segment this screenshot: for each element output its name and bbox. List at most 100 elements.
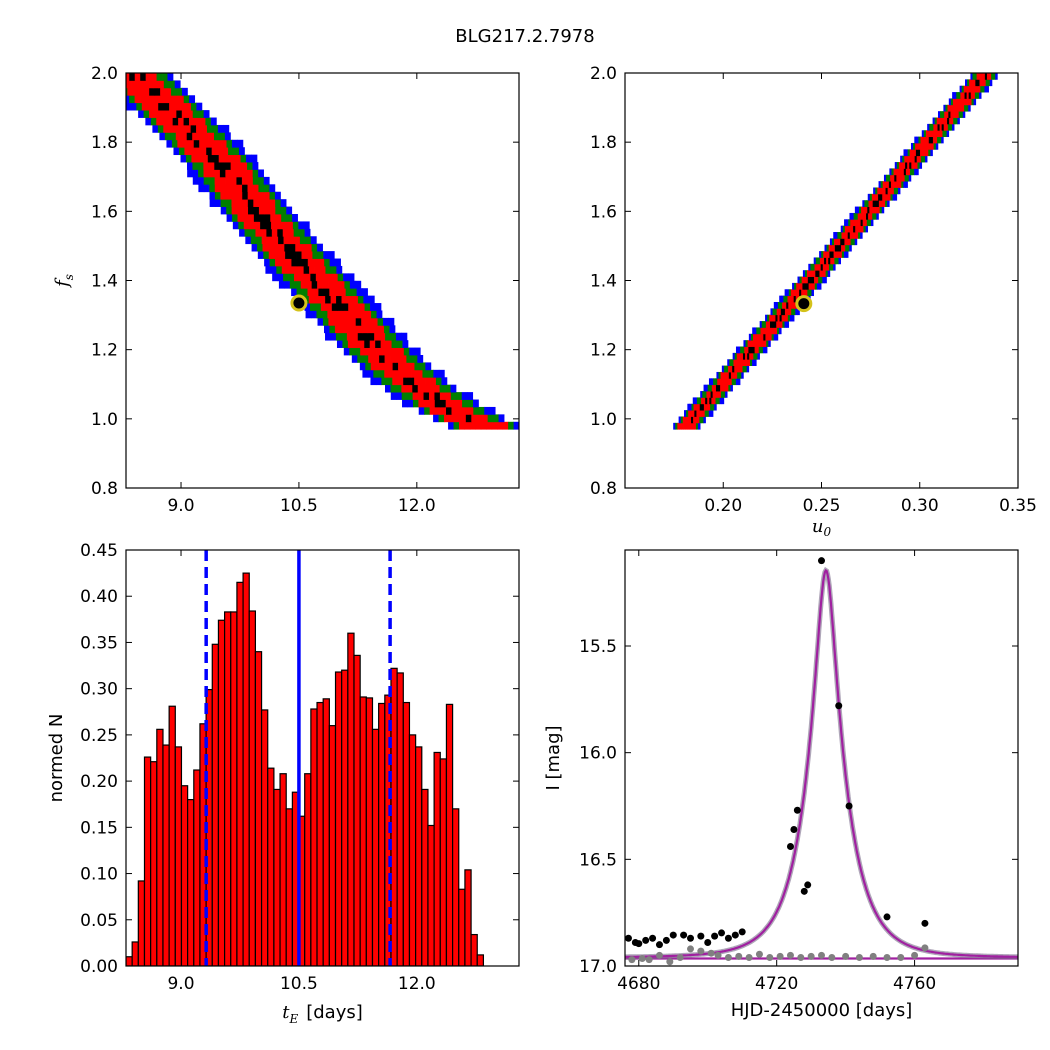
density-cell: [171, 87, 177, 96]
density-cell: [200, 147, 207, 156]
density-cell: [974, 92, 978, 99]
density-cell: [821, 270, 824, 277]
data-point: [790, 825, 798, 833]
density-cell: [253, 206, 260, 215]
y-axis-label: I [mag]: [543, 725, 564, 790]
density-cell: [334, 288, 341, 297]
density-cell: [803, 276, 807, 284]
density-cell: [760, 327, 763, 335]
density-cell: [319, 295, 326, 304]
density-cell: [852, 219, 855, 227]
density-cell: [758, 346, 762, 354]
density-cell: [842, 238, 845, 246]
histogram-bar: [180, 785, 189, 966]
density-cell: [723, 365, 727, 373]
density-cell: [150, 117, 157, 126]
density-cell: [774, 321, 777, 328]
density-cell: [493, 414, 499, 423]
density-cell: [292, 265, 299, 274]
density-cell: [225, 191, 232, 200]
density-cell: [754, 346, 758, 354]
density-cell: [365, 362, 372, 371]
density-cell: [839, 232, 842, 239]
density-cell: [273, 243, 280, 252]
density-cell: [776, 308, 780, 316]
density-cell: [905, 168, 909, 176]
density-cell: [309, 265, 315, 274]
density-cell: [948, 98, 952, 106]
density-cell: [368, 295, 375, 304]
density-cell: [835, 251, 839, 258]
histogram-bar: [217, 619, 226, 966]
density-cell: [930, 130, 933, 138]
density-cell: [986, 85, 989, 93]
density-cell: [853, 232, 857, 239]
density-cell: [925, 130, 929, 138]
density-cell: [756, 346, 760, 354]
density-cell: [975, 79, 978, 87]
density-cell: [797, 308, 800, 316]
density-cell: [690, 410, 693, 417]
density-cell: [230, 162, 237, 170]
density-cell: [872, 212, 875, 220]
density-cell: [450, 384, 457, 393]
density-cell: [201, 124, 208, 133]
density-cell: [423, 392, 430, 400]
density-cell: [893, 181, 896, 188]
y-tick-label: 1.6: [590, 202, 617, 222]
density-cell: [969, 98, 972, 106]
density-cell: [747, 352, 750, 360]
density-cell: [232, 213, 238, 222]
density-cell: [747, 359, 751, 366]
density-cell: [989, 79, 993, 87]
density-cell: [760, 340, 763, 347]
density-cell: [220, 184, 227, 193]
model-line: [625, 568, 1018, 958]
density-cell: [270, 265, 277, 274]
density-cell: [787, 314, 791, 322]
density-cell: [213, 154, 220, 163]
density-cell: [196, 102, 203, 111]
data-point: [738, 928, 746, 936]
histogram-bar: [316, 701, 324, 966]
density-cell: [291, 288, 297, 297]
density-cell: [406, 384, 413, 393]
density-cell: [396, 392, 403, 400]
density-cell: [195, 147, 202, 156]
density-cell: [978, 85, 981, 93]
density-cell: [214, 184, 221, 193]
x-tick-label: 0.25: [803, 496, 841, 516]
density-cell: [824, 276, 827, 284]
data-point: [662, 936, 670, 944]
figure-title: BLG217.2.7978: [455, 26, 594, 47]
density-cell: [171, 139, 178, 148]
density-cell: [283, 273, 289, 282]
density-cell: [786, 301, 789, 309]
density-cell: [814, 276, 817, 284]
density-cell: [953, 104, 957, 112]
density-cell: [167, 73, 174, 81]
density-cell: [888, 181, 892, 188]
density-cell: [186, 162, 193, 170]
density-cell: [223, 124, 230, 133]
density-cell: [769, 314, 772, 322]
density-cell: [219, 169, 226, 178]
density-cell: [345, 325, 352, 334]
density-cell: [979, 79, 982, 87]
data-point: [842, 952, 850, 960]
density-cell: [285, 251, 291, 259]
density-cell: [838, 238, 841, 246]
density-cell: [974, 85, 977, 93]
density-cell: [791, 308, 794, 316]
density-cell: [818, 282, 822, 290]
density-cell: [883, 187, 886, 195]
density-cell: [261, 236, 268, 245]
density-cell: [826, 263, 830, 271]
density-cell: [955, 117, 958, 125]
density-cell: [395, 384, 402, 393]
density-cell: [236, 162, 242, 170]
density-cell: [861, 212, 865, 220]
density-cell: [301, 251, 308, 259]
density-cell: [954, 92, 957, 99]
density-cell: [291, 258, 298, 267]
